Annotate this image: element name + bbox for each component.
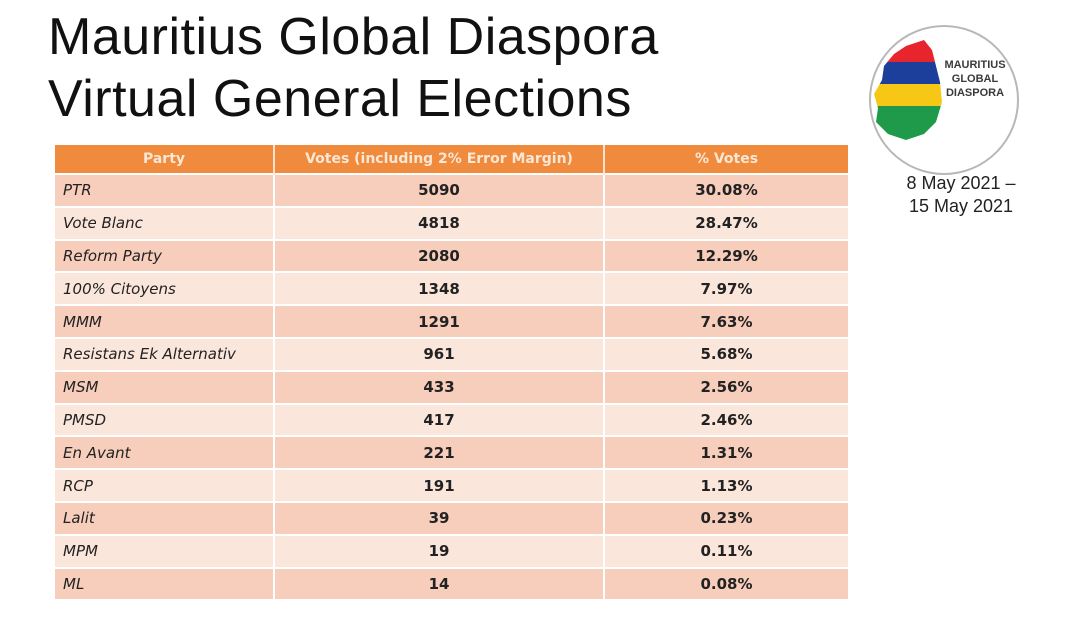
votes-cell: 1348 <box>274 271 605 306</box>
votes-cell: 19 <box>274 533 605 568</box>
percent-cell: 12.29% <box>604 238 848 273</box>
table-row: PTR 5090 30.08% <box>55 173 848 207</box>
column-header-votes: Votes (including 2% Error Margin) <box>274 145 605 174</box>
date-start: 8 May 2021 – <box>906 173 1016 193</box>
table-row: Vote Blanc 4818 28.47% <box>55 205 848 240</box>
percent-cell: 7.63% <box>604 304 848 338</box>
votes-cell: 961 <box>274 336 605 371</box>
party-cell: PMSD <box>55 402 275 437</box>
logo-text-line-2: GLOBAL <box>951 73 999 85</box>
party-cell: MSM <box>55 369 275 404</box>
date-end: 15 May 2021 <box>908 196 1014 216</box>
logo-text-line-3: DIASPORA <box>945 87 1005 99</box>
percent-cell: 0.23% <box>604 500 848 535</box>
table-row: 100% Citoyens 1348 7.97% <box>55 271 848 306</box>
votes-cell: 39 <box>274 500 605 535</box>
title-line-1: Mauritius Global Diaspora <box>48 8 659 66</box>
percent-cell: 7.97% <box>604 271 848 306</box>
party-cell: Resistans Ek Alternativ <box>55 336 275 371</box>
votes-cell: 14 <box>274 566 605 600</box>
votes-cell: 1291 <box>274 304 605 338</box>
percent-cell: 0.11% <box>604 533 848 568</box>
party-cell: Lalit <box>55 500 275 535</box>
party-cell: Reform Party <box>55 238 275 273</box>
mauritius-global-diaspora-logo <box>869 25 1019 175</box>
results-table: Party Votes (including 2% Error Margin) … <box>55 145 848 600</box>
logo-text: MAURITIUS GLOBAL DIASPORA <box>930 58 1020 100</box>
votes-cell: 4818 <box>274 205 605 240</box>
party-cell: Vote Blanc <box>55 205 275 240</box>
table-row: MMM 1291 7.63% <box>55 304 848 338</box>
votes-cell: 191 <box>274 468 605 502</box>
votes-cell: 221 <box>274 435 605 470</box>
percent-cell: 1.31% <box>604 435 848 470</box>
party-cell: MPM <box>55 533 275 568</box>
table-row: Lalit 39 0.23% <box>55 500 848 535</box>
table-row: RCP 191 1.13% <box>55 468 848 502</box>
column-header-percent: % Votes <box>604 145 848 174</box>
percent-cell: 2.56% <box>604 369 848 404</box>
table-row: ML 14 0.08% <box>55 566 848 600</box>
percent-cell: 5.68% <box>604 336 848 371</box>
table-row: PMSD 417 2.46% <box>55 402 848 437</box>
election-dates: 8 May 2021 – 15 May 2021 <box>876 172 1046 218</box>
percent-cell: 28.47% <box>604 205 848 240</box>
party-cell: 100% Citoyens <box>55 271 275 306</box>
votes-cell: 433 <box>274 369 605 404</box>
table-header-row: Party Votes (including 2% Error Margin) … <box>55 145 848 174</box>
votes-cell: 2080 <box>274 238 605 273</box>
table-row: Resistans Ek Alternativ 961 5.68% <box>55 336 848 371</box>
percent-cell: 0.08% <box>604 566 848 600</box>
title-line-2: Virtual General Elections <box>48 70 632 128</box>
percent-cell: 1.13% <box>604 468 848 502</box>
column-header-party: Party <box>55 145 275 174</box>
party-cell: MMM <box>55 304 275 338</box>
table-row: MSM 433 2.56% <box>55 369 848 404</box>
table-row: MPM 19 0.11% <box>55 533 848 568</box>
votes-cell: 417 <box>274 402 605 437</box>
page-title: Mauritius Global Diaspora Virtual Genera… <box>48 6 659 130</box>
table-row: Reform Party 2080 12.29% <box>55 238 848 273</box>
votes-cell: 5090 <box>274 173 605 207</box>
percent-cell: 30.08% <box>604 173 848 207</box>
table-row: En Avant 221 1.31% <box>55 435 848 470</box>
party-cell: PTR <box>55 173 275 207</box>
logo-text-line-1: MAURITIUS <box>944 59 1006 71</box>
percent-cell: 2.46% <box>604 402 848 437</box>
party-cell: ML <box>55 566 275 600</box>
party-cell: RCP <box>55 468 275 502</box>
party-cell: En Avant <box>55 435 275 470</box>
